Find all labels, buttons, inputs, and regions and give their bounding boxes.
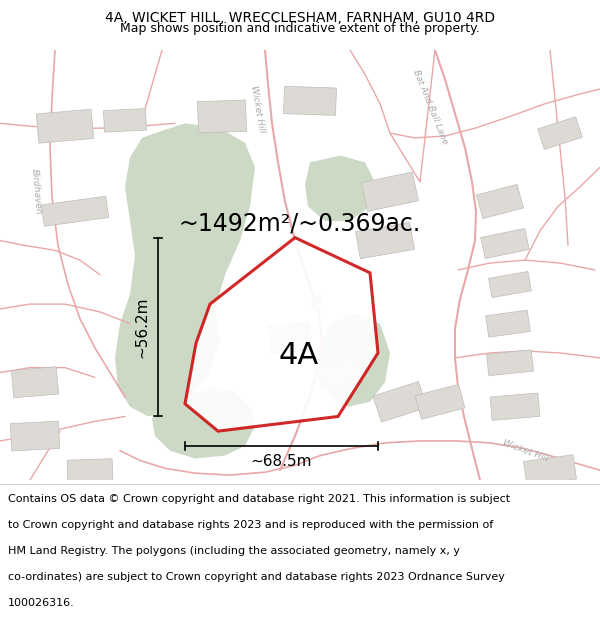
Polygon shape — [415, 384, 465, 419]
Text: HM Land Registry. The polygons (including the associated geometry, namely x, y: HM Land Registry. The polygons (includin… — [8, 546, 460, 556]
Text: Wic...
Hill: Wic... Hill — [307, 293, 323, 315]
Polygon shape — [524, 455, 577, 486]
Text: to Crown copyright and database rights 2023 and is reproduced with the permissio: to Crown copyright and database rights 2… — [8, 520, 493, 530]
Text: 4A: 4A — [278, 341, 319, 369]
Text: co-ordinates) are subject to Crown copyright and database rights 2023 Ordnance S: co-ordinates) are subject to Crown copyr… — [8, 572, 505, 582]
Polygon shape — [11, 367, 59, 398]
Polygon shape — [485, 310, 530, 337]
Polygon shape — [115, 123, 255, 416]
Polygon shape — [361, 172, 419, 211]
Polygon shape — [481, 228, 529, 259]
Polygon shape — [305, 156, 375, 221]
Text: Contains OS data © Crown copyright and database right 2021. This information is : Contains OS data © Crown copyright and d… — [8, 494, 510, 504]
Polygon shape — [373, 381, 427, 422]
Polygon shape — [197, 100, 247, 133]
Polygon shape — [67, 459, 113, 482]
Polygon shape — [317, 357, 362, 388]
Text: Birdhaven: Birdhaven — [29, 168, 43, 215]
Polygon shape — [355, 222, 415, 259]
Text: ~68.5m: ~68.5m — [251, 454, 312, 469]
Polygon shape — [538, 117, 583, 149]
Text: Wicket Hill: Wicket Hill — [250, 84, 266, 133]
Polygon shape — [36, 109, 94, 143]
Polygon shape — [284, 86, 337, 116]
Polygon shape — [320, 314, 390, 407]
Polygon shape — [269, 323, 311, 354]
Polygon shape — [476, 184, 524, 219]
Polygon shape — [185, 238, 378, 431]
Text: Bat And Ball Lane: Bat And Ball Lane — [411, 68, 449, 146]
Text: ~56.2m: ~56.2m — [134, 296, 149, 358]
Text: ~1492m²/~0.369ac.: ~1492m²/~0.369ac. — [179, 212, 421, 236]
Text: 100026316.: 100026316. — [8, 598, 74, 608]
Polygon shape — [487, 350, 533, 376]
Polygon shape — [152, 387, 255, 459]
Text: Map shows position and indicative extent of the property.: Map shows position and indicative extent… — [120, 22, 480, 35]
Polygon shape — [41, 196, 109, 226]
Text: 4A, WICKET HILL, WRECCLESHAM, FARNHAM, GU10 4RD: 4A, WICKET HILL, WRECCLESHAM, FARNHAM, G… — [105, 11, 495, 25]
Polygon shape — [10, 421, 59, 451]
Text: Wicket Hill: Wicket Hill — [501, 438, 549, 463]
Polygon shape — [488, 271, 532, 298]
Polygon shape — [490, 393, 540, 421]
Polygon shape — [103, 109, 146, 132]
